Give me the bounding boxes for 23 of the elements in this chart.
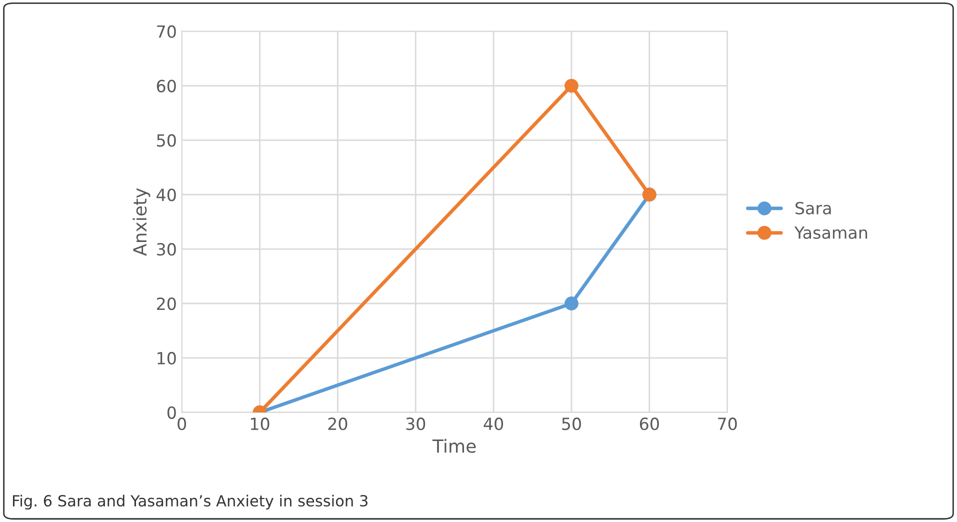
y-tick-label: 30 <box>157 243 176 256</box>
x-tick-label: 40 <box>484 418 504 430</box>
x-tick-label: 70 <box>718 418 737 430</box>
x-tick-label: 60 <box>640 418 659 430</box>
y-tick-label: 70 <box>157 25 176 38</box>
x-tick-label: 10 <box>250 418 270 430</box>
y-tick-label: 0 <box>167 406 176 419</box>
y-tick-label: 20 <box>156 297 176 310</box>
x-tick-label: 30 <box>406 418 426 430</box>
caption: Fig. 6 Sara and Yasaman’s Anxiety in session 3 <box>12 494 368 510</box>
y-axis-title: Anxiety <box>132 188 150 256</box>
x-tick-label: 50 <box>562 418 581 430</box>
x-tick-label: 0 <box>178 418 186 430</box>
y-tick-label: 50 <box>157 134 176 147</box>
point <box>564 296 578 310</box>
y-tick-label: 60 <box>156 80 176 92</box>
y-tick-label: 10 <box>158 352 176 365</box>
y-tick-label: 40 <box>156 188 176 202</box>
x-axis-title: Time <box>432 438 476 453</box>
point <box>564 78 578 93</box>
legend-label: Yasaman <box>794 226 868 239</box>
legend-label: Sara <box>796 202 831 214</box>
x-tick-label: 20 <box>328 418 348 430</box>
